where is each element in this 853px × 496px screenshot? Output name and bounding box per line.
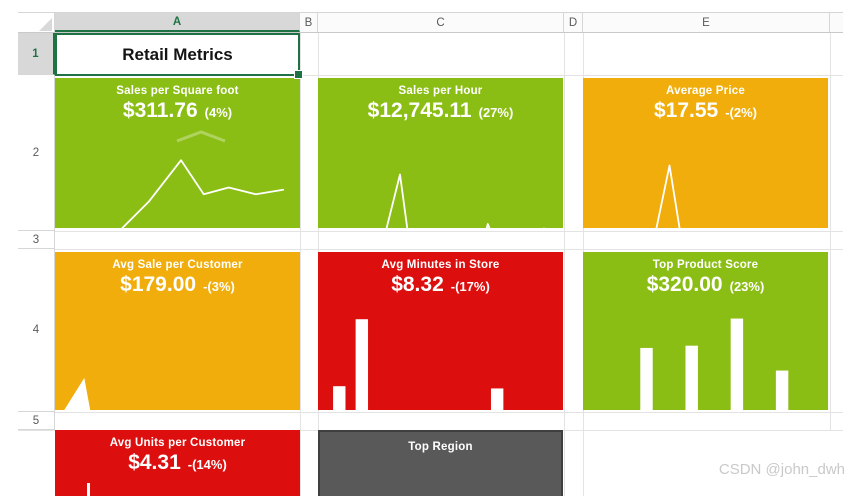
tile-value: $17.55 <box>653 99 719 122</box>
page-title: Retail Metrics <box>122 44 233 64</box>
kpi-tile-avg-minutes-in-store[interactable]: Avg Minutes in Store $8.32 -(17%) <box>318 252 563 410</box>
tile-value-row: $12,745.11 (27%) <box>318 99 563 123</box>
tile-value: $311.76 <box>122 99 198 122</box>
kpi-tile-top-product-score[interactable]: Top Product Score $320.00 (23%) <box>583 252 828 410</box>
tile-value-row: $4.31 -(14%) <box>55 451 300 475</box>
row-header-1[interactable]: 1 <box>18 33 55 75</box>
cell-a1-selected[interactable]: Retail Metrics <box>55 33 303 79</box>
row-header-strip: 1 2 3 4 5 <box>18 33 55 496</box>
tile-value: $179.00 <box>120 273 197 296</box>
tile-value: $12,745.11 <box>367 99 472 122</box>
column-header-b[interactable]: B <box>300 13 318 32</box>
kpi-tile-average-price[interactable]: Average Price $17.55 -(2%) <box>583 78 828 228</box>
tile-title: Top Product Score <box>652 259 759 271</box>
kpi-tile-top-region[interactable]: Top Region <box>318 430 563 496</box>
kpi-tile-sales-per-square-foot[interactable]: Sales per Square foot $311.76 (4%) <box>55 78 300 228</box>
column-header-d[interactable]: D <box>564 13 583 32</box>
tile-value: $4.31 <box>128 451 181 474</box>
sparkline-line-chart <box>593 134 818 228</box>
tile-value-row: $8.32 -(17%) <box>318 273 563 297</box>
csdn-watermark: CSDN @john_dwh <box>718 461 845 478</box>
sparkline-winloss-chart <box>333 319 504 410</box>
gridline <box>300 33 301 496</box>
tile-delta: (23%) <box>729 279 765 294</box>
tile-title: Avg Minutes in Store <box>381 259 500 271</box>
sparkline-column-chart <box>640 318 789 410</box>
column-header-filler <box>830 13 843 32</box>
tile-title: Sales per Square foot <box>116 85 239 97</box>
tile-value-row: $17.55 -(2%) <box>583 99 828 123</box>
tile-value: $320.00 <box>646 273 723 296</box>
tile-value-row: $179.00 -(3%) <box>55 273 300 297</box>
kpi-tile-sales-per-hour[interactable]: Sales per Hour $12,745.11 (27%) <box>318 78 563 228</box>
tile-delta: -(14%) <box>187 457 227 472</box>
tile-delta: -(2%) <box>725 105 757 120</box>
sparkline-column-chart-partial <box>87 483 90 496</box>
tile-value-row: $311.76 (4%) <box>55 99 300 123</box>
tile-delta: -(17%) <box>450 279 490 294</box>
tile-title: Top Region <box>408 441 473 453</box>
gridline <box>564 33 565 496</box>
tile-title: Avg Sale per Customer <box>112 259 243 271</box>
row-header-5[interactable]: 5 <box>18 412 55 430</box>
kpi-tile-avg-units-per-customer[interactable]: Avg Units per Customer $4.31 -(14%) <box>55 430 300 496</box>
gridline <box>18 231 843 232</box>
gridline <box>18 412 843 413</box>
tile-title: Avg Units per Customer <box>109 437 246 449</box>
tile-delta: (27%) <box>478 105 514 120</box>
tile-value-row: $320.00 (23%) <box>583 273 828 297</box>
row-header-4[interactable]: 4 <box>18 249 55 412</box>
select-all-corner[interactable] <box>18 13 55 32</box>
column-header-a[interactable]: A <box>55 13 300 32</box>
tile-value: $8.32 <box>391 273 444 296</box>
column-header-strip: A B C D E <box>18 12 843 33</box>
kpi-tile-avg-sale-per-customer[interactable]: Avg Sale per Customer $179.00 -(3%) <box>55 252 300 410</box>
fill-handle[interactable] <box>294 70 303 79</box>
select-all-triangle-icon <box>39 18 52 31</box>
tile-title: Sales per Hour <box>398 85 483 97</box>
row-header-3[interactable]: 3 <box>18 231 55 249</box>
sparkline-line-chart <box>328 134 553 228</box>
tile-delta: (4%) <box>204 105 233 120</box>
sparkline-area-chart <box>64 377 91 410</box>
gridline <box>18 249 843 250</box>
column-header-e[interactable]: E <box>583 13 830 32</box>
tile-title: Average Price <box>666 85 745 97</box>
row-header-2[interactable]: 2 <box>18 75 55 231</box>
sparkline-line-chart <box>63 133 290 228</box>
up-arrow-watermark-icon <box>176 130 226 143</box>
tile-delta: -(3%) <box>203 279 235 294</box>
column-header-c[interactable]: C <box>318 13 564 32</box>
gridline <box>18 75 843 76</box>
